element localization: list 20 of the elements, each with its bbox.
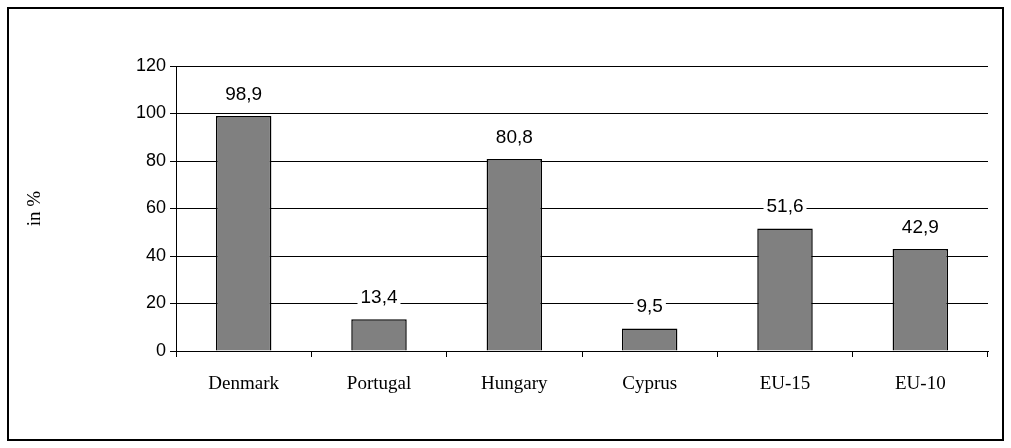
y-tick-label: 80 xyxy=(145,149,166,170)
x-tick-label: Denmark xyxy=(208,372,280,394)
data-label: 98,9 xyxy=(225,82,263,104)
data-label: 13,4 xyxy=(360,285,398,307)
x-tick-label: EU-15 xyxy=(759,372,811,394)
y-tick-label: 100 xyxy=(135,102,166,123)
x-tick-label: Portugal xyxy=(346,372,412,394)
y-tick-label: 120 xyxy=(135,54,166,75)
y-tick-label: 40 xyxy=(145,244,166,265)
y-tick-label: 0 xyxy=(155,339,166,360)
y-tick-label: 20 xyxy=(145,292,166,313)
x-tick-label: Hungary xyxy=(481,372,549,394)
x-tick-label: Cyprus xyxy=(622,372,678,394)
data-label: 9,5 xyxy=(636,295,663,317)
x-tick-label: EU-10 xyxy=(895,372,946,394)
data-label: 51,6 xyxy=(766,195,804,217)
y-tick-label: 60 xyxy=(145,197,166,218)
data-label: 42,9 xyxy=(901,215,939,237)
y-axis-title: in % xyxy=(23,190,45,227)
data-label: 80,8 xyxy=(495,125,533,147)
